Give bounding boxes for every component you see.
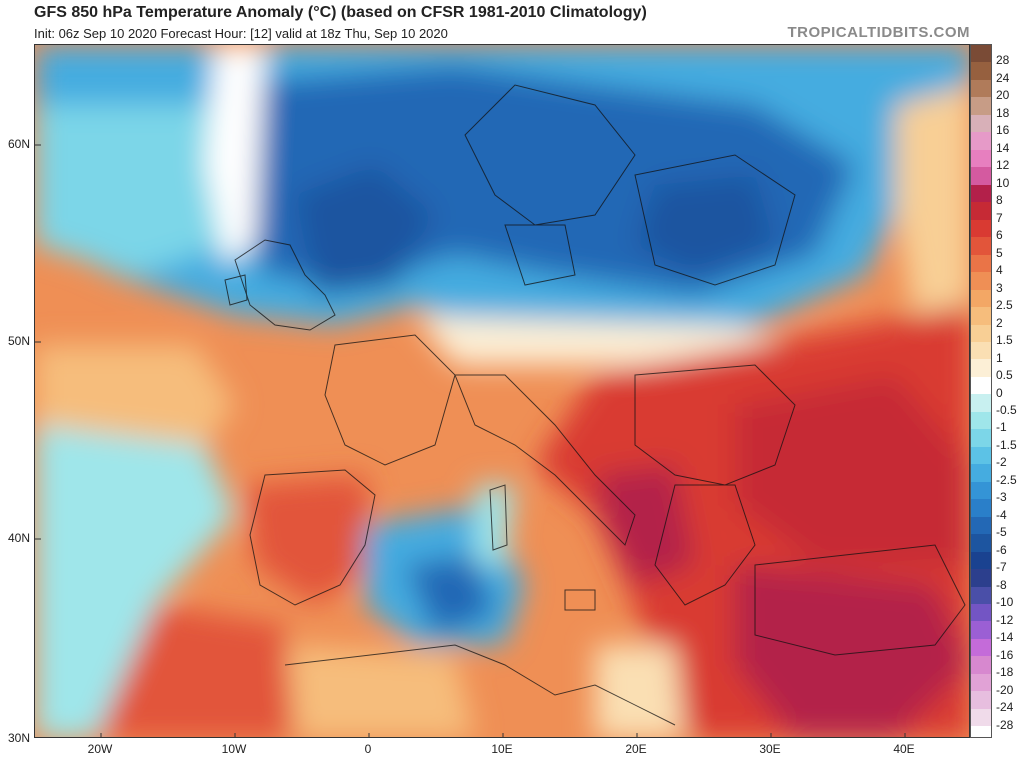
lat-label-30n: 30N <box>7 731 30 745</box>
colorbar-swatch <box>971 569 991 587</box>
map-ticks <box>35 144 906 737</box>
colorbar-swatch <box>971 272 991 290</box>
colorbar-swatch <box>971 62 991 80</box>
colorbar-swatch <box>971 219 991 238</box>
colorbar-label: -12 <box>996 612 1014 627</box>
colorbar-swatch <box>971 429 991 447</box>
colorbar-swatch <box>971 237 991 255</box>
colorbar-swatch <box>971 132 991 150</box>
colorbar-swatch <box>971 638 991 657</box>
colorbar-label: 12 <box>996 158 1010 173</box>
lat-label-50n: 50N <box>7 334 30 348</box>
colorbar-swatch <box>971 341 991 360</box>
colorbar-swatch <box>971 516 991 535</box>
colorbar-swatch <box>971 184 991 203</box>
colorbar-label: 20 <box>996 88 1010 103</box>
lon-label-20w: 20W <box>87 742 113 756</box>
colorbar-swatch <box>971 324 991 342</box>
colorbar-swatch <box>971 411 991 430</box>
colorbar-label: 0.5 <box>996 368 1013 383</box>
colorbar-label: -5 <box>996 525 1007 540</box>
lat-label-40n: 40N <box>7 531 30 545</box>
colorbar-label: -6 <box>996 542 1007 557</box>
colorbar-label: 1 <box>996 350 1003 365</box>
colorbar-label: 1.5 <box>996 333 1013 348</box>
colorbar-swatch <box>971 359 991 377</box>
colorbar-label: 18 <box>996 105 1010 120</box>
anomaly-map[interactable] <box>34 44 970 738</box>
colorbar-label: 4 <box>996 263 1003 278</box>
colorbar-label: -7 <box>996 560 1007 575</box>
colorbar-swatch <box>971 97 991 115</box>
colorbar-label: -4 <box>996 507 1007 522</box>
colorbar-swatch <box>971 604 991 622</box>
colorbar-swatch <box>971 534 991 552</box>
colorbar-swatch <box>971 673 991 692</box>
colorbar-label: -2 <box>996 455 1007 470</box>
colorbar-swatch <box>971 114 991 133</box>
colorbar-label: -16 <box>996 647 1014 662</box>
colorbar-label: 3 <box>996 280 1003 295</box>
colorbar-label: -1 <box>996 420 1007 435</box>
colorbar-label: 16 <box>996 123 1010 138</box>
map-title: GFS 850 hPa Temperature Anomaly (°C) (ba… <box>34 4 647 21</box>
colorbar-swatch <box>971 149 991 168</box>
colorbar-label: -14 <box>996 630 1014 645</box>
lon-label-10e: 10E <box>491 742 513 756</box>
colorbar-label: 10 <box>996 175 1010 190</box>
colorbar-label: -3 <box>996 490 1007 505</box>
colorbar-label: 5 <box>996 245 1003 260</box>
colorbar-swatch <box>971 446 991 465</box>
colorbar-swatch <box>971 167 991 185</box>
colorbar-label: -0.5 <box>996 402 1017 417</box>
colorbar-label: 2 <box>996 315 1003 330</box>
brand-watermark[interactable]: TROPICALTIDBITS.COM <box>787 24 970 41</box>
colorbar-label: -8 <box>996 577 1007 592</box>
colorbar-swatch <box>971 691 991 709</box>
colorbar-swatch <box>971 307 991 325</box>
colorbar-label: -24 <box>996 700 1014 715</box>
colorbar-label: 8 <box>996 193 1003 208</box>
lon-label-30e: 30E <box>759 742 781 756</box>
colorbar-label: 7 <box>996 210 1003 225</box>
colorbar-swatch <box>971 586 991 604</box>
lat-label-60n: 60N <box>7 137 30 151</box>
colorbar-label: 2.5 <box>996 298 1013 313</box>
colorbar-swatch <box>971 621 991 639</box>
colorbar-label: 14 <box>996 140 1010 155</box>
lon-label-20e: 20E <box>625 742 647 756</box>
colorbar-label: 24 <box>996 70 1010 85</box>
lon-label-40e: 40E <box>893 742 915 756</box>
colorbar-swatch <box>971 45 991 63</box>
colorbar-swatch <box>971 656 991 674</box>
colorbar-swatch <box>971 202 991 220</box>
colorbar <box>970 44 992 738</box>
colorbar-label: -1.5 <box>996 437 1017 452</box>
coastlines <box>224 84 966 726</box>
colorbar-swatch <box>971 254 991 273</box>
colorbar-label: 6 <box>996 228 1003 243</box>
atlantic-cool-region <box>35 425 235 737</box>
colorbar-label: -28 <box>996 717 1014 732</box>
colorbar-swatch <box>971 708 991 727</box>
colorbar-swatch <box>971 79 991 98</box>
colorbar-swatch <box>971 481 991 500</box>
colorbar-swatch <box>971 289 991 308</box>
colorbar-label: -20 <box>996 682 1014 697</box>
colorbar-label: -2.5 <box>996 472 1017 487</box>
colorbar-swatch <box>971 464 991 482</box>
colorbar-label: -18 <box>996 665 1014 680</box>
colorbar-swatch <box>971 376 991 395</box>
colorbar-swatch <box>971 394 991 412</box>
colorbar-label: 0 <box>996 385 1003 400</box>
lon-label-10w: 10W <box>221 742 247 756</box>
lon-label-0: 0 <box>364 742 372 756</box>
colorbar-label: 28 <box>996 53 1010 68</box>
colorbar-swatch <box>971 551 991 570</box>
anomaly-map-canvas <box>35 45 969 737</box>
map-subtitle: Init: 06z Sep 10 2020 Forecast Hour: [12… <box>34 26 448 41</box>
colorbar-label: -10 <box>996 595 1014 610</box>
colorbar-swatch <box>971 499 991 517</box>
